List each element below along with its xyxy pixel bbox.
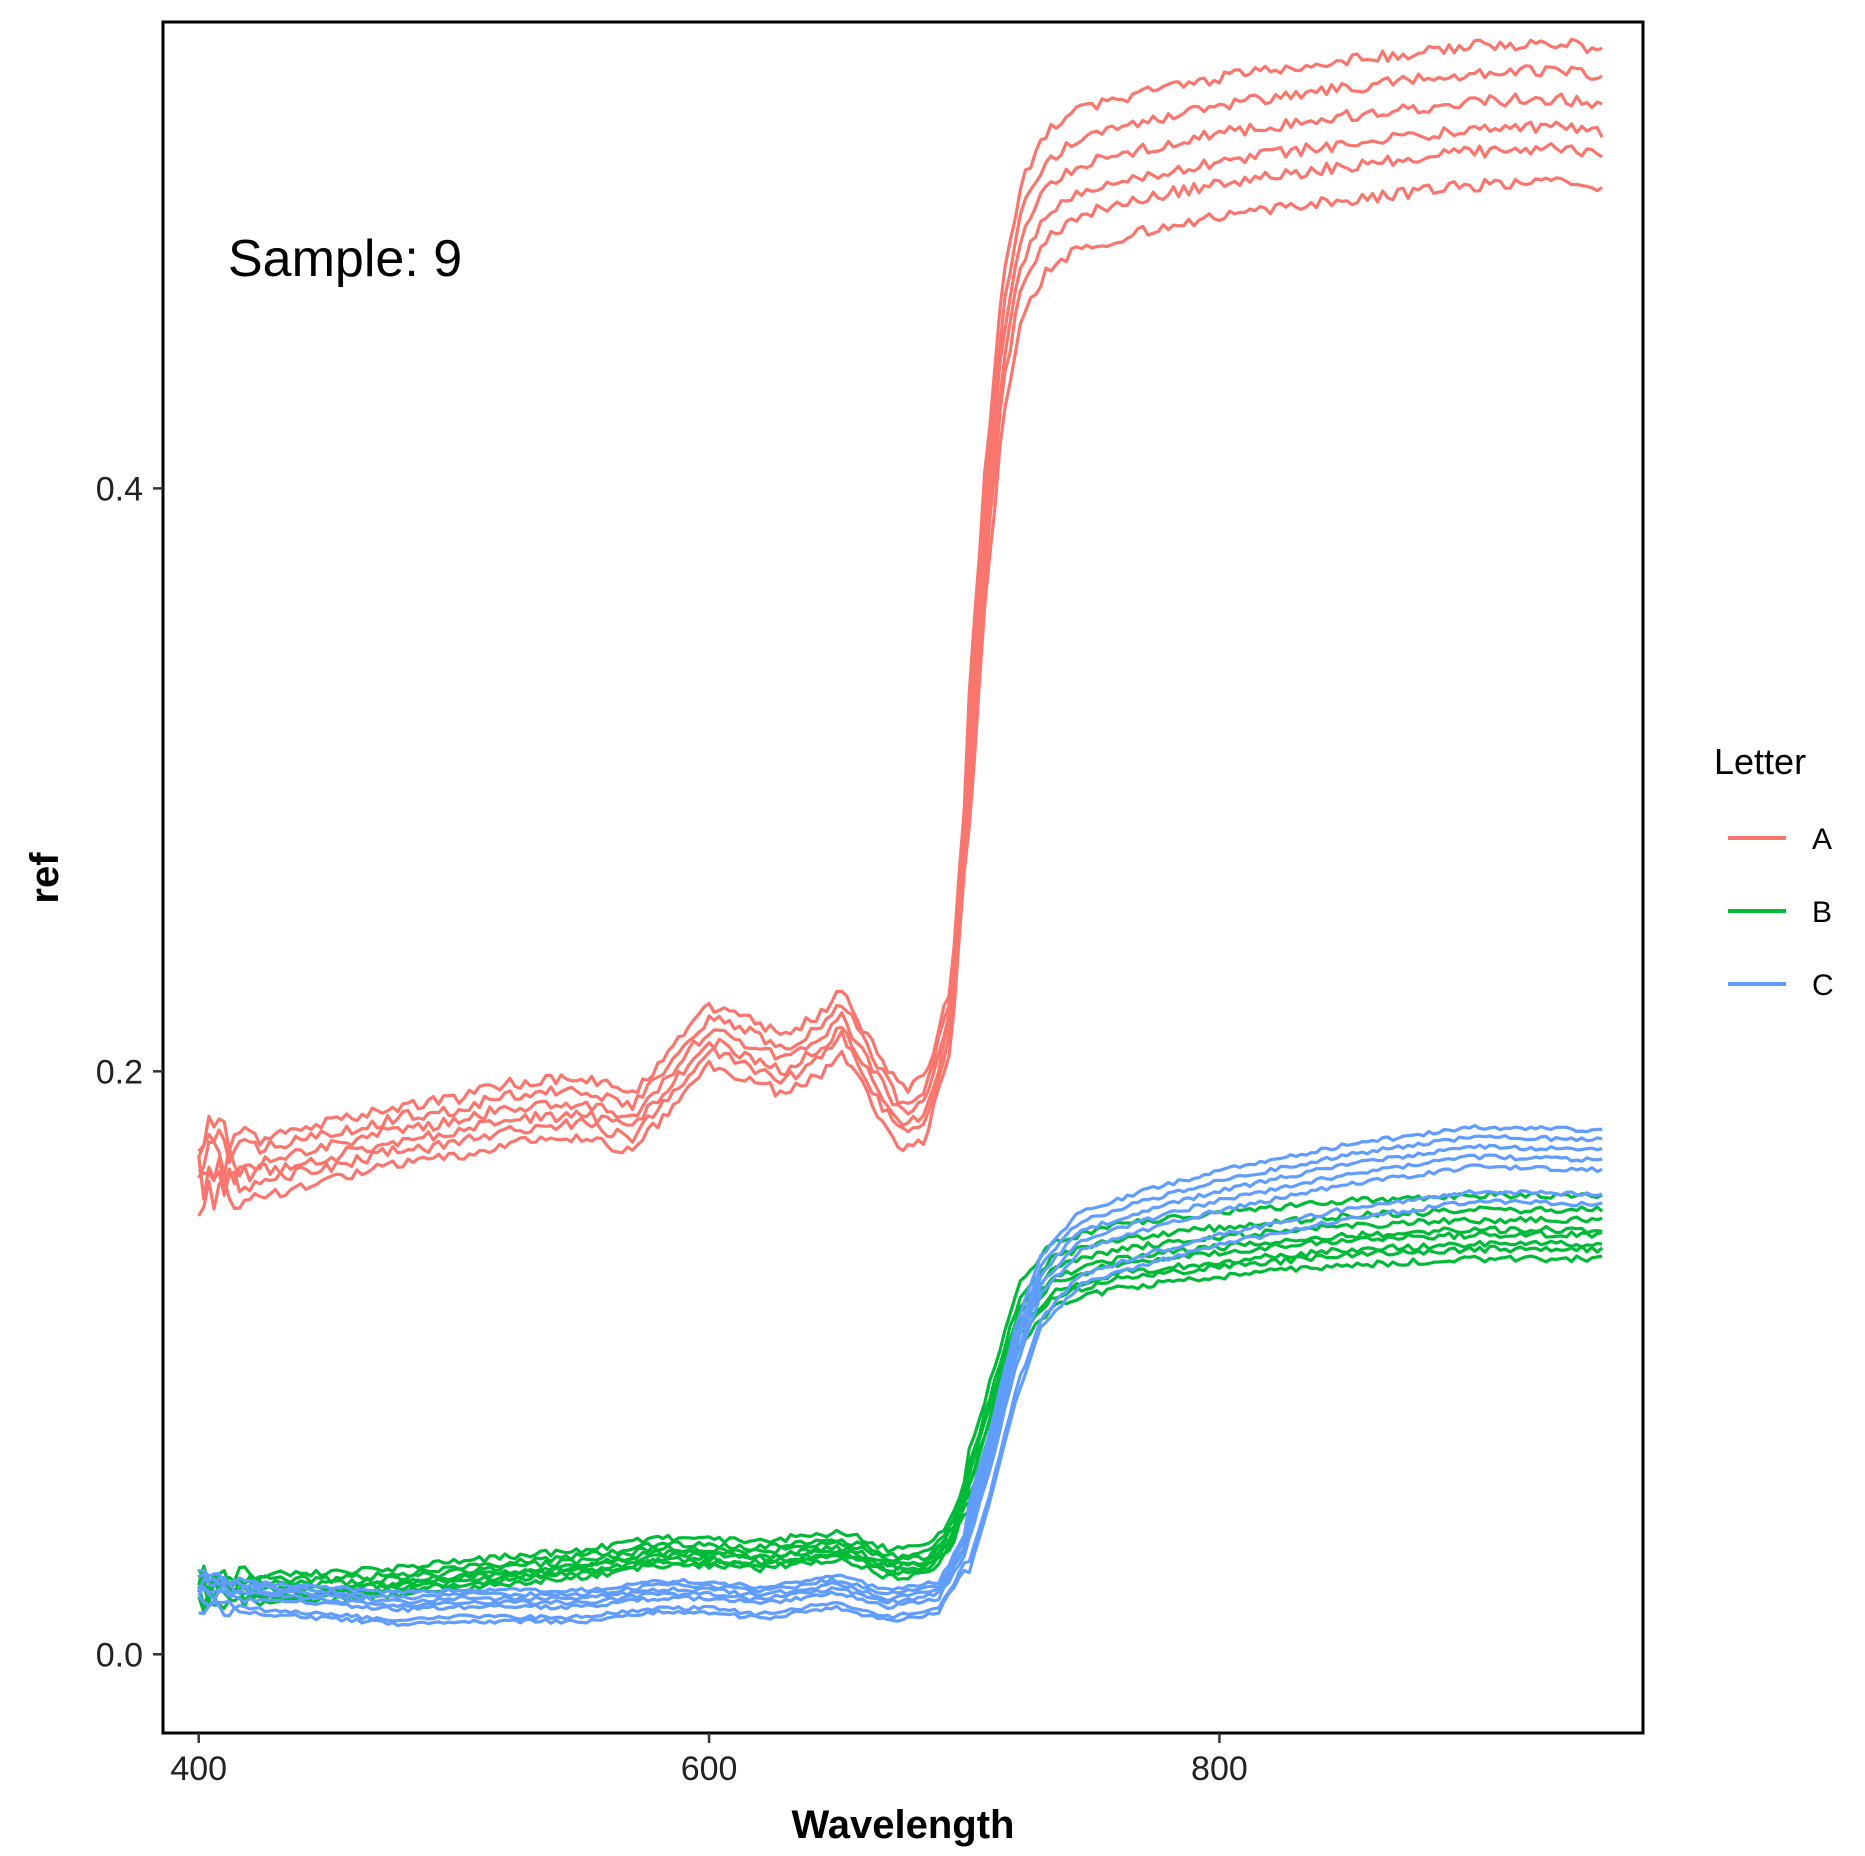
- series-b-line-7: [197, 1205, 1604, 1587]
- legend-label-b: B: [1812, 896, 1832, 929]
- series-layer: [197, 37, 1604, 1628]
- x-tick-label-800: 800: [1191, 1750, 1248, 1788]
- series-a-line-3: [197, 120, 1604, 1188]
- legend: Letter A B C: [1714, 741, 1834, 1002]
- legend-title: Letter: [1714, 741, 1806, 782]
- series-b-line-4: [197, 1229, 1603, 1603]
- legend-label-a: A: [1812, 823, 1832, 856]
- y-tick-label-0.4: 0.4: [96, 470, 143, 508]
- legend-label-c: C: [1812, 969, 1834, 1002]
- series-c-line-7: [198, 1123, 1603, 1595]
- series-b-line-8: [197, 1190, 1603, 1586]
- series-c-line-4: [197, 1153, 1603, 1608]
- y-tick-label-0.0: 0.0: [96, 1636, 143, 1674]
- x-axis-title: Wavelength: [792, 1803, 1015, 1847]
- y-axis-title: ref: [23, 852, 67, 904]
- series-b: [197, 1190, 1604, 1614]
- x-tick-label-400: 400: [170, 1750, 227, 1788]
- series-c: [197, 1123, 1603, 1628]
- series-a-line-6: [197, 37, 1603, 1158]
- series-a-line-4: [197, 92, 1603, 1179]
- series-a-line-5: [197, 64, 1603, 1165]
- series-a-line-2: [197, 142, 1604, 1201]
- series-c-line-2: [197, 1189, 1603, 1623]
- plot-panel-border: [161, 20, 1645, 1735]
- series-c-line-5: [197, 1143, 1603, 1605]
- series-c-line-3: [198, 1163, 1603, 1614]
- series-c-line-6: [197, 1134, 1603, 1601]
- series-a-line-1: [197, 176, 1604, 1217]
- x-tick-label-600: 600: [681, 1750, 738, 1788]
- x-axis: 400 600 800: [170, 1733, 1248, 1788]
- series-a: [197, 37, 1604, 1217]
- sample-annotation: Sample: 9: [228, 230, 462, 288]
- series-c-line-1: [198, 1198, 1603, 1628]
- y-tick-label-0.2: 0.2: [96, 1053, 143, 1091]
- y-axis: 0.0 0.2 0.4: [96, 470, 163, 1674]
- series-b-line-2: [197, 1244, 1604, 1605]
